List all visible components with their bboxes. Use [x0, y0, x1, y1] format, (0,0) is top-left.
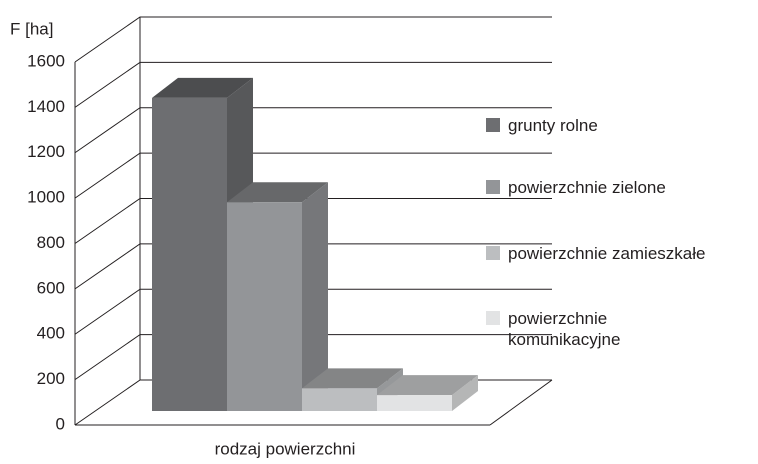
- legend-item: powierzchnie komunikacyjne: [486, 308, 620, 350]
- legend-swatch: [486, 118, 500, 132]
- legend-swatch: [486, 180, 500, 194]
- y-tick-label: 0: [56, 414, 65, 433]
- legend-label: powierzchnie komunikacyjne: [508, 309, 621, 349]
- y-tick-label: 400: [37, 324, 65, 343]
- legend-item: grunty rolne: [486, 115, 598, 136]
- bar-side: [302, 182, 328, 411]
- y-tick-label: 800: [37, 233, 65, 252]
- y-tick-label: 1000: [27, 188, 65, 207]
- legend-swatch: [486, 246, 500, 260]
- legend-item: powierzchnie zielone: [486, 177, 666, 198]
- grid-line: [74, 16, 552, 63]
- bar: [302, 388, 377, 411]
- floor-edge: [489, 379, 553, 426]
- y-tick-label: 1600: [27, 51, 65, 70]
- bar: [227, 202, 302, 411]
- bar-side: [452, 375, 478, 411]
- x-axis-title: rodzaj powierzchni: [215, 439, 356, 458]
- bar: [377, 395, 452, 411]
- grid-line: [74, 61, 552, 108]
- y-axis-title: F [ha]: [10, 19, 53, 38]
- grid-line: [74, 152, 552, 199]
- y-tick-label: 600: [37, 278, 65, 297]
- grid-line: [74, 107, 552, 154]
- y-tick-label: 1200: [27, 142, 65, 161]
- bar-top: [152, 77, 253, 98]
- bar-top: [302, 368, 403, 389]
- y-tick-label: 200: [37, 369, 65, 388]
- legend-label: powierzchnie zamieszkałe: [508, 244, 706, 263]
- grid-line: [74, 288, 552, 335]
- y-tick-label: 1400: [27, 97, 65, 116]
- legend-item: powierzchnie zamieszkałe: [486, 243, 705, 264]
- grid-line: [74, 198, 552, 244]
- legend-swatch: [486, 311, 500, 325]
- grid-line: [74, 243, 552, 290]
- legend-label: powierzchnie zielone: [508, 178, 666, 197]
- grid-line: [74, 334, 552, 381]
- bar: [152, 97, 227, 411]
- bar-top: [227, 182, 328, 203]
- legend-label: grunty rolne: [508, 116, 598, 135]
- bar-top: [377, 375, 478, 396]
